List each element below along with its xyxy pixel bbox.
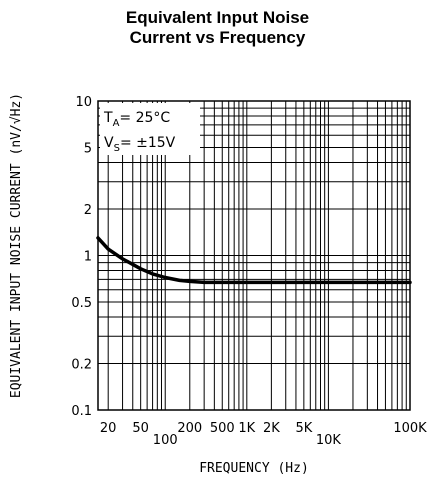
x-tick-label: 20 — [100, 421, 117, 436]
plot-frame — [97, 100, 411, 411]
y-tick-label: 1 — [84, 250, 92, 265]
y-tick-label: 5 — [84, 142, 92, 157]
series-line-0 — [96, 236, 412, 285]
annotation-vs: VS= ±15V — [104, 135, 176, 154]
chart-title: Equivalent Input Noise Current vs Freque… — [0, 8, 435, 48]
y-tick-label: 2 — [84, 203, 92, 218]
x-tick-label: 10K — [316, 433, 342, 448]
y-tick-label: 0.2 — [71, 357, 92, 372]
y-axis-label: EQUIVALENT INPUT NOISE CURRENT (nV/√Hz) — [9, 93, 24, 398]
x-tick-label: 500 — [210, 421, 235, 436]
y-tick-label: 0.1 — [71, 404, 92, 419]
x-tick-label: 100 — [153, 433, 178, 448]
x-tick-label: 1K — [238, 421, 255, 436]
x-tick-label: 50 — [132, 421, 149, 436]
chart-title-line1: Equivalent Input Noise — [125, 8, 310, 27]
annotation-box — [100, 103, 200, 155]
x-tick-label: 100K — [393, 421, 427, 436]
x-tick-label: 5K — [295, 421, 312, 436]
x-tick-label: 2K — [263, 421, 280, 436]
y-tick-label: 10 — [75, 95, 92, 110]
y-tick-label: 0.5 — [71, 296, 92, 311]
x-tick-label: 200 — [177, 421, 202, 436]
chart-title-line2: Current vs Frequency — [129, 28, 306, 47]
x-axis-label: FREQUENCY (Hz) — [199, 461, 309, 476]
annotation-ta: TA= 25°C — [103, 110, 170, 129]
